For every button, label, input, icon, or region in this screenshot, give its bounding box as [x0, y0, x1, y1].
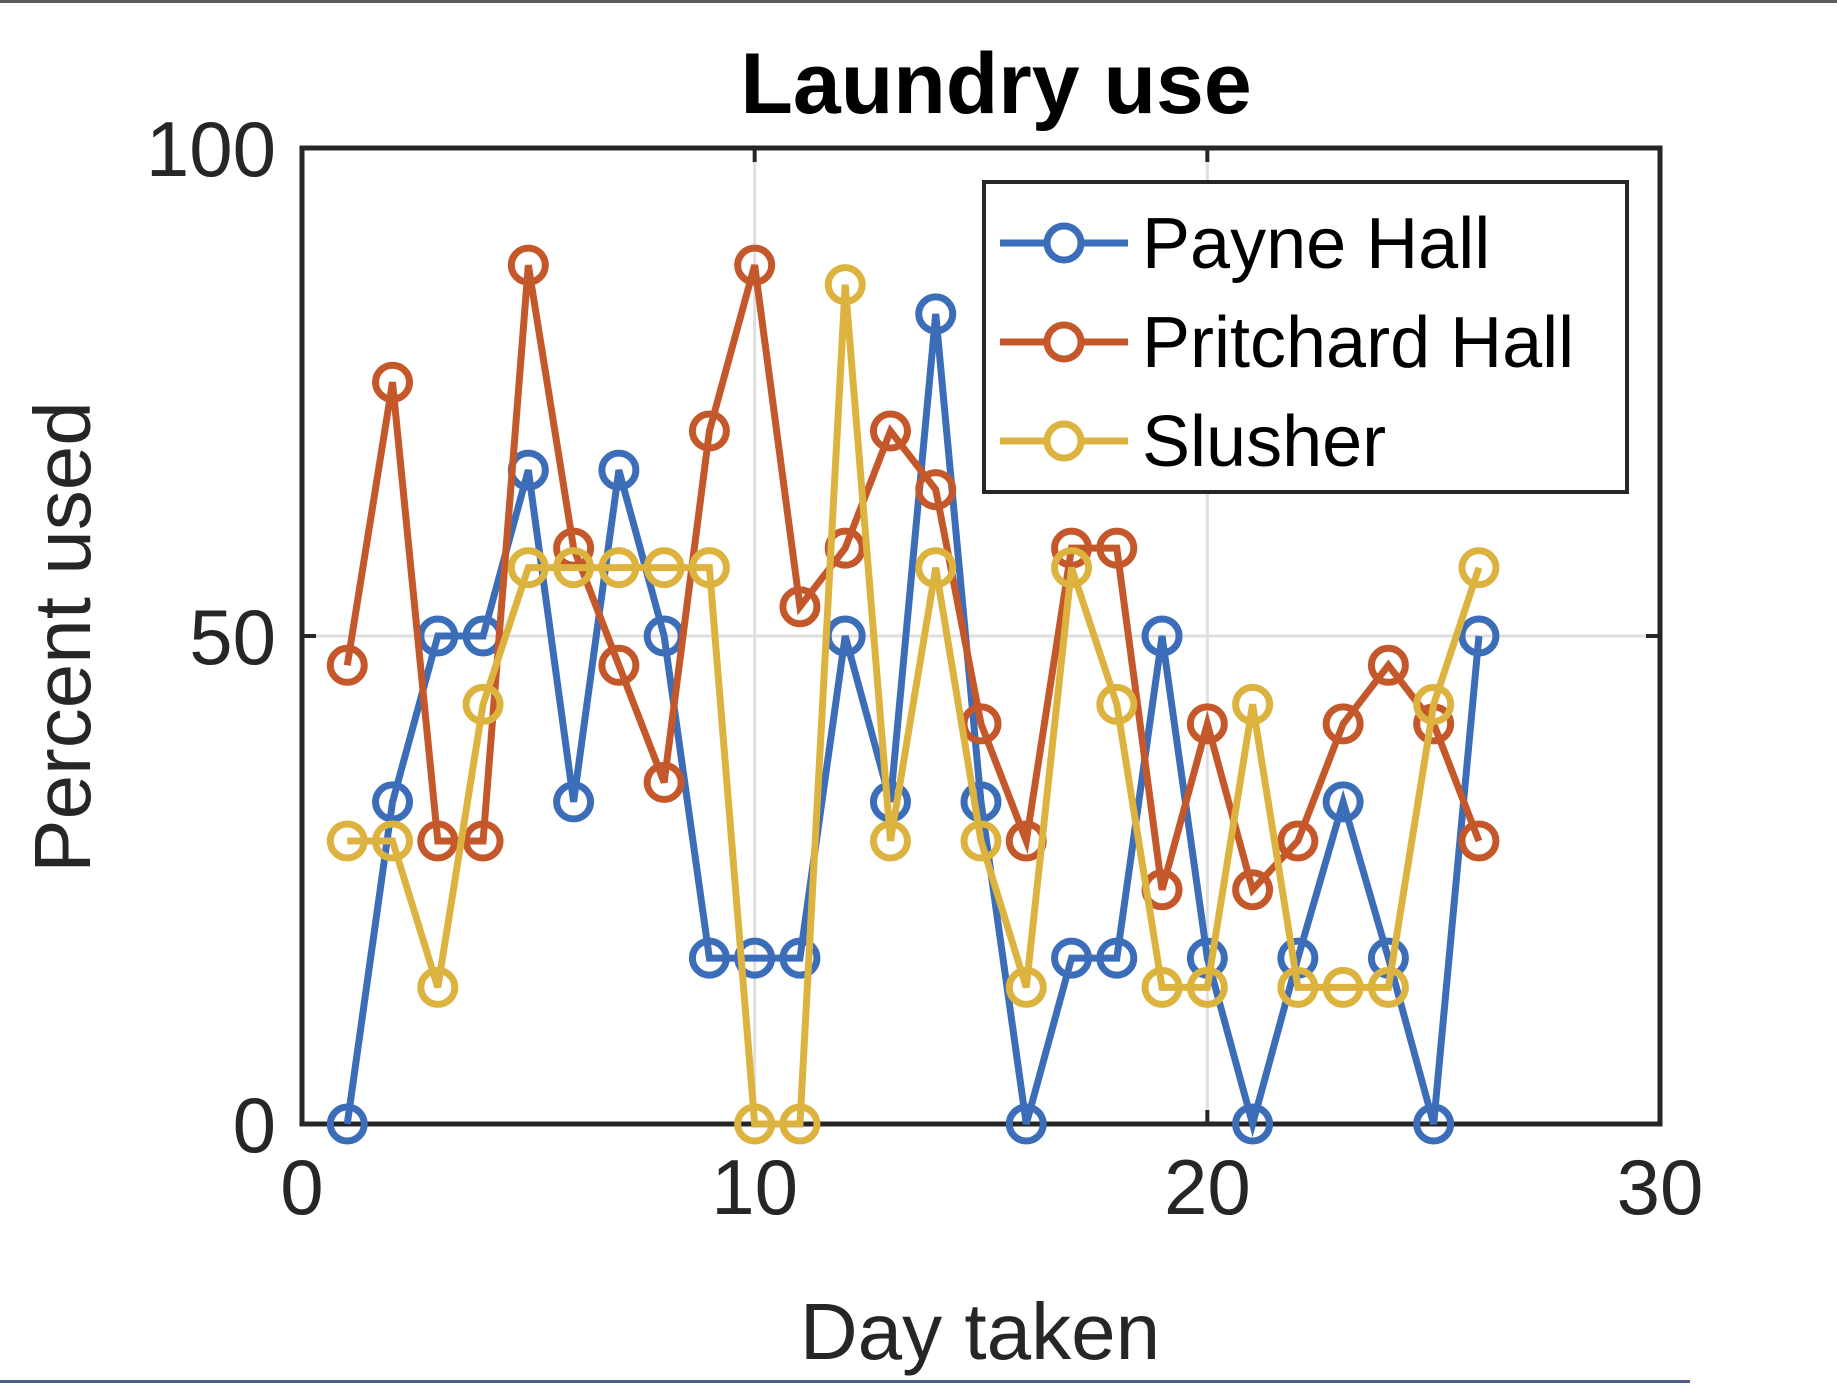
legend-label: Pritchard Hall — [1142, 303, 1574, 383]
data-point — [462, 820, 504, 862]
legend-marker-swatch — [1043, 321, 1085, 363]
data-point — [960, 820, 1002, 862]
data-point — [643, 761, 685, 803]
data-point — [1367, 644, 1409, 686]
series-slusher — [326, 264, 1500, 1145]
data-point — [1141, 615, 1183, 657]
legend-entry: Slusher — [1000, 402, 1386, 482]
data-point — [372, 781, 414, 823]
data-point — [960, 781, 1002, 823]
data-point — [326, 1103, 368, 1145]
y-tick-label: 50 — [189, 593, 276, 681]
data-point — [824, 264, 866, 306]
data-point — [1277, 820, 1319, 862]
legend-entry: Payne Hall — [1000, 204, 1490, 284]
data-point — [372, 361, 414, 403]
data-point — [1413, 1103, 1455, 1145]
data-point — [1051, 937, 1093, 979]
data-point — [507, 244, 549, 286]
axis-ticks: 0 10 20 30 0 50 100 — [146, 105, 1704, 1231]
data-point — [688, 410, 730, 452]
data-point — [1277, 966, 1319, 1008]
series-line — [343, 264, 1483, 897]
data-point — [915, 547, 957, 589]
series-line — [347, 284, 1483, 1128]
legend-label: Payne Hall — [1142, 204, 1490, 284]
data-point — [1096, 683, 1138, 725]
series-line — [343, 313, 1483, 1138]
series-payne-hall — [326, 293, 1500, 1145]
data-point — [598, 449, 640, 491]
data-point — [1186, 703, 1228, 745]
data-point — [1413, 683, 1455, 725]
data-point — [779, 586, 821, 628]
data-point — [1232, 869, 1274, 911]
data-point — [598, 547, 640, 589]
legend-marker-swatch — [1043, 420, 1085, 462]
data-point — [1458, 547, 1500, 589]
x-axis-label: Day taken — [800, 1287, 1160, 1376]
y-tick-label: 100 — [146, 105, 276, 193]
data-point — [915, 469, 957, 511]
data-point — [326, 820, 368, 862]
data-point — [1232, 1103, 1274, 1145]
data-point — [1051, 527, 1093, 569]
data-point — [960, 703, 1002, 745]
legend-marker-swatch — [1043, 222, 1085, 264]
data-point — [1005, 966, 1047, 1008]
legend-entry: Pritchard Hall — [1000, 303, 1574, 383]
y-tick-label: 0 — [233, 1081, 276, 1169]
data-point — [915, 293, 957, 335]
data-point — [1232, 683, 1274, 725]
data-point — [1322, 703, 1364, 745]
data-point — [1322, 781, 1364, 823]
data-point — [417, 615, 459, 657]
data-point — [507, 547, 549, 589]
data-point — [1051, 547, 1093, 589]
data-point — [824, 615, 866, 657]
data-point — [326, 644, 368, 686]
x-tick-label: 20 — [1164, 1143, 1251, 1231]
frame-top-border — [0, 0, 1837, 3]
x-tick-label: 30 — [1617, 1143, 1704, 1231]
data-point — [1141, 966, 1183, 1008]
data-point — [869, 410, 911, 452]
data-point — [553, 547, 595, 589]
y-axis-label: Percent used — [18, 401, 107, 872]
data-point — [1096, 937, 1138, 979]
data-point — [643, 547, 685, 589]
data-point — [688, 547, 730, 589]
data-point — [1367, 966, 1409, 1008]
data-point — [779, 1103, 821, 1145]
data-point — [417, 966, 459, 1008]
data-point — [1005, 1103, 1047, 1145]
chart-title: Laundry use — [740, 36, 1251, 132]
data-point — [598, 644, 640, 686]
data-point — [734, 1103, 776, 1145]
series-group — [326, 244, 1500, 1145]
data-point — [688, 937, 730, 979]
data-point — [553, 781, 595, 823]
frame-bottom-border — [0, 1380, 1690, 1383]
data-point — [643, 615, 685, 657]
data-point — [1322, 966, 1364, 1008]
x-tick-label: 10 — [711, 1143, 798, 1231]
data-point — [417, 820, 459, 862]
data-point — [1096, 527, 1138, 569]
data-point — [869, 820, 911, 862]
legend: Payne Hall Pritchard Hall Slusher — [982, 180, 1629, 494]
data-point — [734, 244, 776, 286]
data-point — [1186, 966, 1228, 1008]
data-point — [1458, 615, 1500, 657]
data-point — [462, 683, 504, 725]
legend-label: Slusher — [1142, 402, 1386, 482]
data-point — [372, 820, 414, 862]
data-point — [1458, 820, 1500, 862]
data-point — [779, 937, 821, 979]
x-tick-label: 0 — [280, 1143, 323, 1231]
